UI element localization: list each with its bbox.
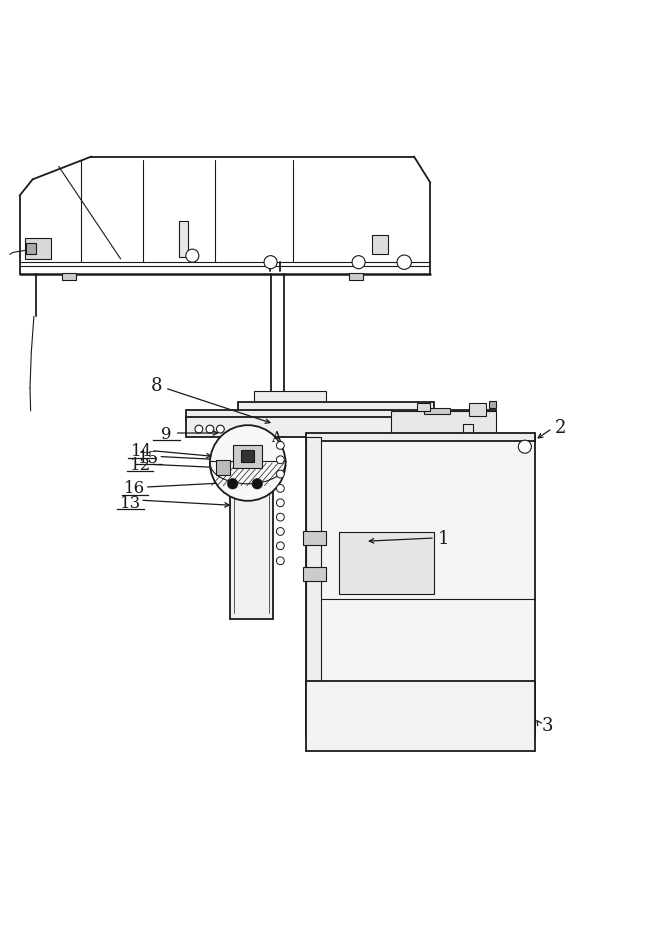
Bar (306, 438, 535, 737)
Circle shape (276, 485, 284, 493)
Bar (339, 532, 434, 594)
Bar (303, 567, 326, 581)
Bar (186, 418, 496, 438)
Circle shape (210, 425, 286, 502)
Circle shape (276, 500, 284, 507)
Bar (463, 425, 473, 434)
Text: 3: 3 (542, 717, 554, 734)
Circle shape (397, 256, 411, 270)
Circle shape (252, 479, 262, 489)
Bar (254, 392, 326, 403)
Bar (233, 446, 262, 469)
Text: 2: 2 (555, 419, 567, 437)
Bar (424, 408, 450, 414)
Circle shape (276, 514, 284, 522)
Bar (306, 434, 535, 441)
Text: 1: 1 (437, 529, 449, 547)
Circle shape (276, 557, 284, 565)
Bar (489, 401, 496, 408)
Circle shape (352, 257, 365, 270)
Bar (349, 273, 363, 281)
Circle shape (206, 425, 214, 434)
Text: 16: 16 (125, 480, 145, 497)
Text: 8: 8 (151, 376, 162, 394)
Circle shape (186, 250, 199, 263)
Bar (306, 438, 321, 737)
Text: 15: 15 (138, 450, 159, 466)
Bar (391, 412, 496, 438)
Bar (25, 239, 51, 260)
Circle shape (228, 479, 238, 489)
Bar (26, 244, 36, 255)
Bar (179, 222, 188, 258)
Bar (303, 531, 326, 545)
Circle shape (276, 542, 284, 550)
Circle shape (195, 425, 203, 434)
Bar (417, 403, 430, 412)
Text: 14: 14 (131, 442, 152, 460)
Text: 9: 9 (161, 425, 171, 442)
Bar (306, 681, 535, 752)
Text: 12: 12 (130, 456, 151, 474)
Bar (241, 451, 254, 463)
Bar (372, 235, 388, 255)
Text: A: A (271, 430, 281, 444)
Bar (238, 402, 434, 413)
Bar (216, 461, 230, 476)
Bar (230, 470, 273, 620)
Circle shape (264, 257, 277, 270)
Text: 13: 13 (120, 494, 141, 511)
Circle shape (276, 471, 284, 478)
Circle shape (276, 528, 284, 536)
Circle shape (518, 440, 531, 453)
Bar (62, 273, 76, 281)
Circle shape (216, 425, 224, 434)
Circle shape (276, 442, 284, 450)
Bar (186, 410, 496, 421)
Circle shape (276, 456, 284, 464)
Bar (469, 403, 486, 416)
